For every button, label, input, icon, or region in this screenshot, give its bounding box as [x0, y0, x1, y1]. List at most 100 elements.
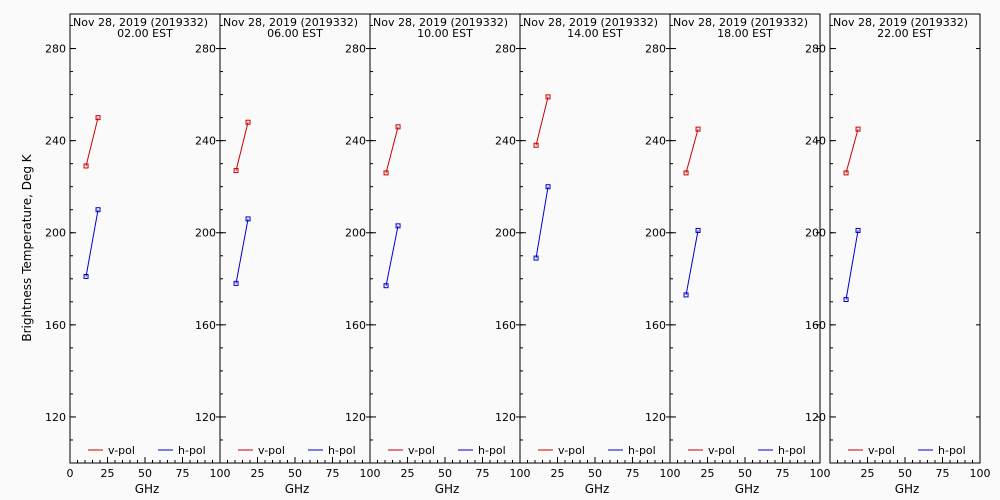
x-axis-label: GHz [895, 482, 920, 496]
h-pol-point [533, 255, 539, 261]
y-tick-label: 240 [345, 135, 366, 148]
x-tick-label: 50 [588, 467, 602, 480]
x-tick-label: 75 [626, 467, 640, 480]
v-pol-line [845, 128, 859, 174]
y-tick-label: 240 [495, 135, 516, 148]
y-tick-label: 240 [805, 135, 826, 148]
y-tick-label: 120 [645, 411, 666, 424]
x-tick-label: 75 [936, 467, 950, 480]
y-tick-label: 120 [495, 411, 516, 424]
y-tick-label: 200 [45, 227, 66, 240]
legend-label-v-pol: v-pol [868, 444, 895, 457]
legend-label-v-pol: v-pol [708, 444, 735, 457]
x-axis-label: GHz [585, 482, 610, 496]
y-tick-label: 240 [645, 135, 666, 148]
panel-title: Nov 28, 2019 (2019332) [223, 16, 358, 29]
y-tick-label: 280 [195, 43, 216, 56]
v-pol-point [843, 170, 849, 176]
y-tick-label: 200 [195, 227, 216, 240]
v-pol-point [695, 126, 701, 132]
legend-label-v-pol: v-pol [408, 444, 435, 457]
h-pol-point [233, 280, 239, 286]
x-tick-label: 75 [176, 467, 190, 480]
x-tick-label: 25 [101, 467, 115, 480]
v-pol-point [233, 168, 239, 174]
y-tick-label: 120 [805, 411, 826, 424]
y-tick-label: 280 [495, 43, 516, 56]
h-pol-point [245, 216, 251, 222]
legend-label-v-pol: v-pol [108, 444, 135, 457]
x-tick-label: 25 [551, 467, 565, 480]
y-tick-label: 160 [805, 319, 826, 332]
y-tick-label: 160 [195, 319, 216, 332]
y-tick-label: 240 [195, 135, 216, 148]
y-tick-label: 280 [645, 43, 666, 56]
x-tick-label: 25 [251, 467, 265, 480]
x-tick-label: 100 [210, 467, 231, 480]
v-pol-point [545, 94, 551, 100]
x-tick-label: 25 [701, 467, 715, 480]
chart-panel-1: Nov 28, 2019 (2019332)02.00 EST 120 160 200… [45, 13, 231, 496]
x-tick-label: 50 [438, 467, 452, 480]
y-tick-label: 200 [645, 227, 666, 240]
h-pol-line [845, 230, 859, 300]
x-axis-label: GHz [135, 482, 160, 496]
y-tick-label: 160 [495, 319, 516, 332]
panel-subtitle: 14.00 EST [567, 27, 623, 40]
h-pol-point [855, 227, 861, 233]
panel-title: Nov 28, 2019 (2019332) [73, 16, 208, 29]
y-tick-label: 280 [45, 43, 66, 56]
x-tick-label: 75 [476, 467, 490, 480]
legend-label-h-pol: h-pol [628, 444, 656, 457]
legend-label-v-pol: v-pol [258, 444, 285, 457]
y-tick-label: 200 [345, 227, 366, 240]
panel-subtitle: 22.00 EST [877, 27, 933, 40]
x-tick-label: 0 [67, 467, 74, 480]
panel-title: Nov 28, 2019 (2019332) [833, 16, 968, 29]
panel-subtitle: 02.00 EST [117, 27, 173, 40]
h-pol-point [395, 223, 401, 229]
legend-label-h-pol: h-pol [178, 444, 206, 457]
panel-subtitle: 10.00 EST [417, 27, 473, 40]
chart-panel-3: Nov 28, 2019 (2019332)10.00 EST 120 160 200… [345, 13, 531, 496]
y-tick-label: 200 [495, 227, 516, 240]
h-pol-point [695, 227, 701, 233]
chart-panel-5: Nov 28, 2019 (2019332)18.00 EST 120 160 200… [645, 13, 831, 496]
v-pol-line [235, 122, 249, 171]
panel-title: Nov 28, 2019 (2019332) [373, 16, 508, 29]
h-pol-point [843, 297, 849, 303]
h-pol-line [535, 186, 549, 259]
v-pol-point [395, 124, 401, 130]
h-pol-line [235, 218, 249, 284]
y-tick-label: 240 [45, 135, 66, 148]
y-tick-label: 160 [45, 319, 66, 332]
v-pol-point [95, 115, 101, 121]
y-tick-label: 280 [345, 43, 366, 56]
panel-subtitle: 18.00 EST [717, 27, 773, 40]
y-axis-label: Brightness Temperature, Deg K [20, 153, 34, 341]
v-pol-line [685, 128, 699, 174]
v-pol-line [385, 126, 399, 174]
x-axis-label: GHz [285, 482, 310, 496]
h-pol-point [95, 207, 101, 213]
x-tick-label: 100 [810, 467, 831, 480]
h-pol-point [383, 283, 389, 289]
h-pol-line [685, 230, 699, 296]
legend-label-h-pol: h-pol [328, 444, 356, 457]
y-tick-label: 280 [805, 43, 826, 56]
x-tick-label: 100 [510, 467, 531, 480]
x-tick-label: 100 [970, 467, 991, 480]
y-tick-label: 120 [45, 411, 66, 424]
x-axis-label: GHz [435, 482, 460, 496]
v-pol-line [85, 117, 99, 167]
h-pol-line [385, 225, 399, 286]
y-tick-label: 120 [345, 411, 366, 424]
y-tick-label: 160 [645, 319, 666, 332]
chart-panel-6: Nov 28, 2019 (2019332)22.00 EST 120 160 200… [805, 13, 991, 496]
y-tick-label: 200 [805, 227, 826, 240]
v-pol-point [383, 170, 389, 176]
v-pol-point [683, 170, 689, 176]
h-pol-point [83, 273, 89, 279]
